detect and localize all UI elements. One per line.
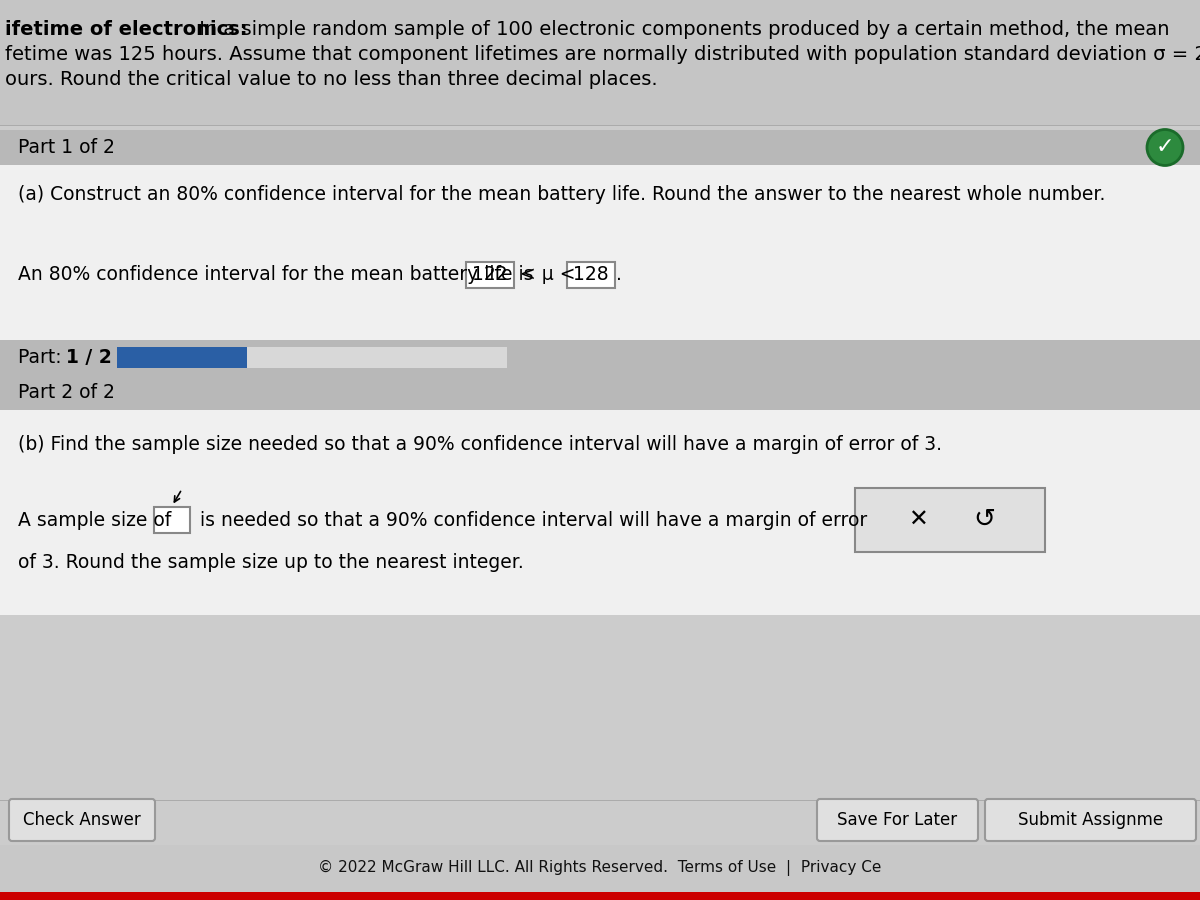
FancyBboxPatch shape xyxy=(817,799,978,841)
FancyBboxPatch shape xyxy=(116,347,246,368)
Text: is needed so that a 90% confidence interval will have a margin of error: is needed so that a 90% confidence inter… xyxy=(194,510,868,529)
FancyBboxPatch shape xyxy=(0,845,1200,900)
FancyBboxPatch shape xyxy=(0,892,1200,900)
Text: (b) Find the sample size needed so that a 90% confidence interval will have a ma: (b) Find the sample size needed so that … xyxy=(18,436,942,454)
FancyBboxPatch shape xyxy=(0,165,1200,340)
Text: ↺: ↺ xyxy=(973,507,995,533)
Text: ours. Round the critical value to no less than three decimal places.: ours. Round the critical value to no les… xyxy=(5,70,658,89)
Text: Save For Later: Save For Later xyxy=(838,811,958,829)
Text: ifetime of electronics:: ifetime of electronics: xyxy=(5,20,247,39)
Text: A sample size of: A sample size of xyxy=(18,510,178,529)
FancyBboxPatch shape xyxy=(466,262,514,288)
Text: Part 2 of 2: Part 2 of 2 xyxy=(18,383,115,402)
Text: fetime was 125 hours. Assume that component lifetimes are normally distributed w: fetime was 125 hours. Assume that compon… xyxy=(5,45,1200,64)
Text: ✕: ✕ xyxy=(908,508,928,532)
FancyBboxPatch shape xyxy=(154,507,190,533)
Text: © 2022 McGraw Hill LLC. All Rights Reserved.  Terms of Use  |  Privacy Ce: © 2022 McGraw Hill LLC. All Rights Reser… xyxy=(318,860,882,876)
FancyBboxPatch shape xyxy=(0,340,1200,375)
Text: 1 / 2: 1 / 2 xyxy=(66,348,112,367)
FancyBboxPatch shape xyxy=(985,799,1196,841)
Text: An 80% confidence interval for the mean battery life is: An 80% confidence interval for the mean … xyxy=(18,266,540,284)
Text: (a) Construct an 80% confidence interval for the mean battery life. Round the an: (a) Construct an 80% confidence interval… xyxy=(18,185,1105,204)
FancyBboxPatch shape xyxy=(854,488,1045,552)
Text: ✓: ✓ xyxy=(1156,138,1175,157)
Text: In a simple random sample of 100 electronic components produced by a certain met: In a simple random sample of 100 electro… xyxy=(193,20,1170,39)
FancyBboxPatch shape xyxy=(0,375,1200,410)
Circle shape xyxy=(1147,130,1183,166)
FancyBboxPatch shape xyxy=(0,410,1200,615)
Text: Part:: Part: xyxy=(18,348,67,367)
FancyBboxPatch shape xyxy=(566,262,614,288)
Text: < μ <: < μ < xyxy=(514,266,582,284)
Text: Check Answer: Check Answer xyxy=(23,811,140,829)
FancyBboxPatch shape xyxy=(0,615,1200,800)
Text: Submit Assignme: Submit Assignme xyxy=(1018,811,1163,829)
Text: 128: 128 xyxy=(572,266,608,284)
FancyBboxPatch shape xyxy=(10,799,155,841)
FancyBboxPatch shape xyxy=(0,130,1200,165)
FancyBboxPatch shape xyxy=(246,347,506,368)
Text: .: . xyxy=(617,266,623,284)
Text: of 3. Round the sample size up to the nearest integer.: of 3. Round the sample size up to the ne… xyxy=(18,553,523,572)
FancyBboxPatch shape xyxy=(0,0,1200,125)
Text: 122: 122 xyxy=(472,266,508,284)
Text: Part 1 of 2: Part 1 of 2 xyxy=(18,138,115,157)
